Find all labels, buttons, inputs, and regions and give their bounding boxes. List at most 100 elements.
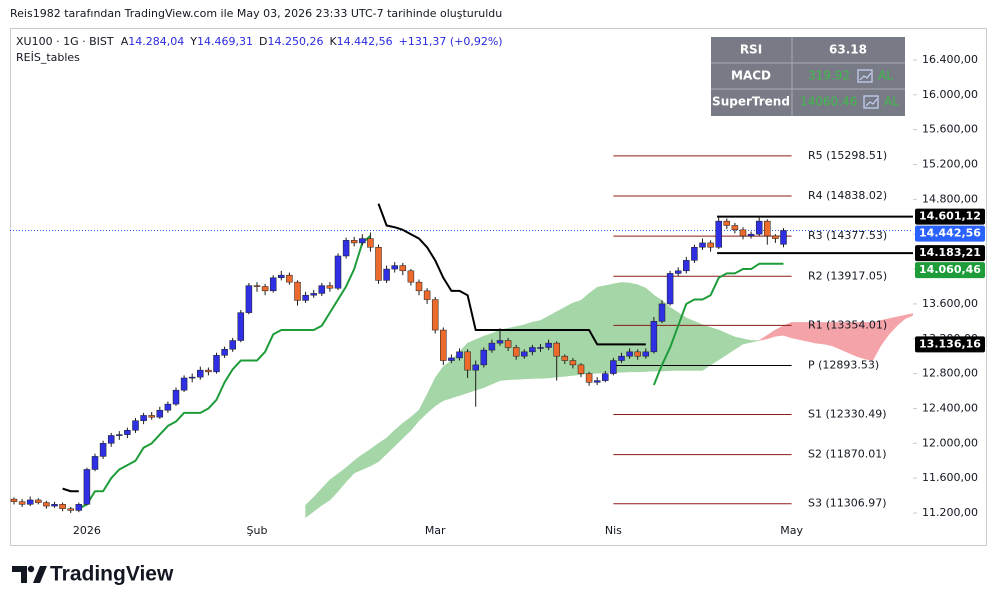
- table-cell: 319.92: [808, 69, 850, 83]
- candle-body: [164, 403, 172, 411]
- trend-icon: [857, 69, 873, 83]
- cloud-segment: [499, 327, 509, 381]
- ohlc-value: 14.469,31: [197, 35, 253, 48]
- y-tick-label: 12.800,00: [922, 367, 978, 380]
- candle-body: [739, 229, 747, 237]
- logo-mark: [12, 566, 27, 583]
- candle-body: [99, 443, 107, 457]
- symbol: XU100 · 1G · BIST: [16, 35, 114, 48]
- cloud-segment: [799, 322, 809, 342]
- cloud-segment: [694, 320, 703, 371]
- y-tick-label: 16.400,00: [922, 53, 978, 66]
- candle-body: [67, 508, 74, 511]
- candle-body: [642, 351, 650, 357]
- y-tick-label: 16.000,00: [922, 88, 978, 101]
- info-table: RSI 63.18 MACD 319.92 AL SuperTrend 1406…: [711, 37, 905, 116]
- price-tag-label: 14.442,56: [919, 227, 981, 240]
- y-tick-label: 15.600,00: [922, 123, 978, 136]
- indicator-name: REİS_tables: [16, 51, 80, 64]
- cloud-segment: [791, 322, 801, 341]
- candle-body: [229, 340, 236, 350]
- table-cell: RSI: [740, 43, 762, 57]
- candle-body: [75, 504, 83, 511]
- candle-body: [699, 242, 706, 248]
- candle-body: [310, 293, 317, 296]
- pivot-label: R1 (13354.01): [808, 318, 887, 331]
- table-cell: AL: [884, 95, 899, 109]
- ohlc-label: D: [259, 35, 267, 48]
- candle-body: [124, 430, 131, 435]
- price-tag-label: 14.183,21: [919, 246, 981, 259]
- candle-body: [91, 456, 99, 470]
- cloud-segment: [564, 302, 574, 377]
- candle-body: [747, 233, 755, 237]
- x-tick-label: May: [780, 524, 803, 537]
- candle-body: [431, 299, 439, 331]
- candle-body: [755, 220, 763, 235]
- price-tag: [915, 208, 985, 225]
- pivot-label: R5 (15298.51): [808, 149, 887, 162]
- candle-body: [43, 502, 50, 507]
- candle-body: [269, 277, 277, 292]
- candle-body: [140, 415, 147, 421]
- cloud-segment: [637, 284, 647, 373]
- x-tick-label: Nis: [605, 524, 622, 537]
- candle-body: [375, 247, 382, 281]
- candle-body: [764, 220, 771, 237]
- candle-body: [561, 355, 569, 361]
- candle-body: [674, 270, 682, 274]
- candle-body: [286, 274, 293, 283]
- candle-body: [261, 286, 269, 292]
- candle-body: [618, 355, 625, 361]
- candle-body: [359, 238, 366, 244]
- table-bg: [711, 37, 905, 116]
- cloud-segment: [750, 340, 760, 343]
- candle-body: [634, 351, 641, 357]
- ohlc-label: Y: [189, 35, 197, 48]
- x-tick-label: Şub: [247, 524, 268, 537]
- candle-body: [35, 499, 42, 503]
- candle-body: [585, 373, 593, 383]
- candle-body: [683, 260, 690, 272]
- x-tick-label: Mar: [425, 524, 446, 537]
- price-tag: [915, 262, 985, 279]
- candle-body: [302, 294, 309, 301]
- pivot-label: R2 (13917.05): [808, 269, 887, 282]
- candle-body: [780, 230, 787, 245]
- cloud-segment: [702, 324, 711, 371]
- candle-body: [488, 342, 496, 351]
- table-cell: 63.18: [829, 43, 867, 57]
- candle-body: [658, 303, 666, 322]
- candle-body: [26, 499, 34, 505]
- candle-body: [197, 369, 204, 378]
- candle-body: [423, 290, 431, 300]
- candle-body: [237, 312, 245, 341]
- candle-body: [18, 501, 26, 505]
- candle-body: [253, 285, 261, 287]
- trend-line: [78, 235, 784, 510]
- y-tick-label: 12.000,00: [922, 436, 978, 449]
- pivot-label: P (12893.53): [808, 358, 879, 371]
- cloud-segment: [491, 329, 501, 385]
- cloud-segment: [604, 283, 614, 374]
- candle-body: [707, 242, 714, 248]
- candle-body: [593, 380, 601, 383]
- candle-body: [504, 340, 512, 348]
- table-cell: AL: [878, 69, 893, 83]
- pivot-label: S1 (12330.49): [808, 408, 887, 421]
- candle-body: [626, 351, 633, 357]
- table-cell: 14060.46: [800, 95, 857, 109]
- price-tag-label: 14.601,12: [919, 210, 981, 223]
- pivot-label: S3 (11306.97): [808, 497, 887, 510]
- candle-body: [610, 360, 617, 374]
- pivot-label: R4 (14838.02): [808, 189, 887, 202]
- candle-body: [666, 273, 674, 305]
- cloud-segment: [718, 329, 728, 361]
- y-tick-label: 13.600,00: [922, 297, 978, 310]
- candle-body: [521, 351, 528, 357]
- pivot-label: R3 (14377.53): [808, 229, 887, 242]
- candle-body: [107, 435, 115, 444]
- cloud-segment: [904, 313, 913, 320]
- candle-body: [148, 415, 155, 418]
